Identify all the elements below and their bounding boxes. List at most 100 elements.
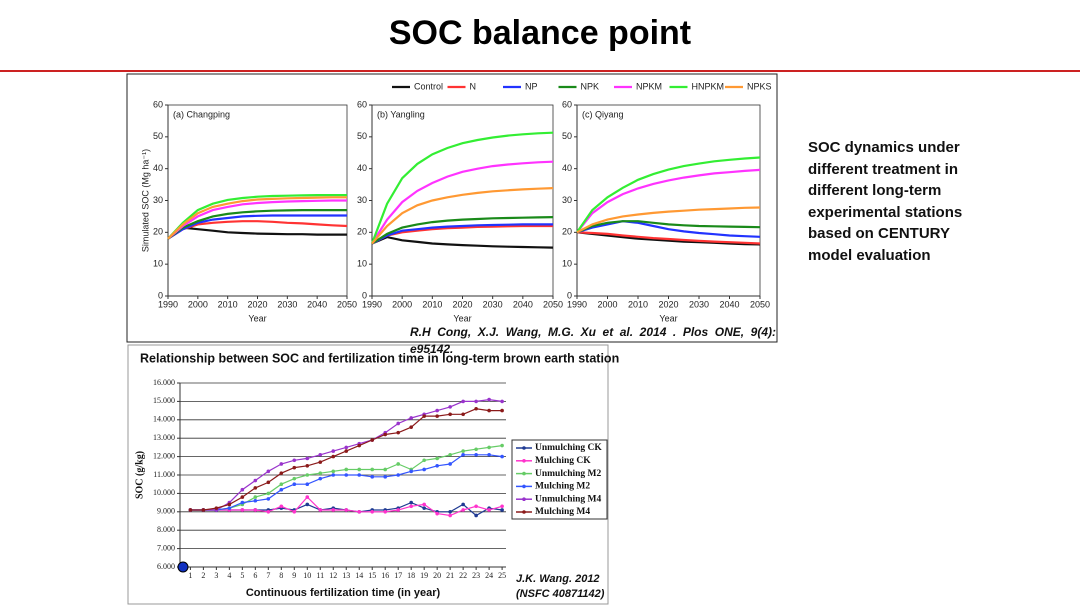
x-tick-label: 22 — [459, 571, 467, 580]
x-tick-label: 2050 — [543, 299, 563, 309]
legend-label: Unmulching M4 — [535, 494, 601, 504]
series-line — [371, 160, 554, 245]
chart-title: Relationship between SOC and fertilizati… — [140, 351, 619, 365]
series-marker — [357, 473, 362, 477]
series-marker — [331, 473, 336, 477]
x-tick-label: 2050 — [750, 299, 770, 309]
series-marker — [396, 508, 400, 512]
y-tick-label: 9.000 — [157, 507, 175, 516]
series-marker — [370, 438, 375, 442]
x-tick-label: 2010 — [422, 299, 442, 309]
series-marker — [318, 508, 323, 512]
x-tick-label: 10 — [303, 571, 311, 580]
y-tick-label: 15.000 — [153, 396, 175, 405]
series-line — [370, 131, 554, 244]
x-tick-label: 4 — [227, 571, 231, 580]
x-tick-label: 14 — [355, 571, 363, 580]
y-tick-label: 16.000 — [153, 378, 175, 387]
plot-frame — [576, 104, 761, 297]
x-tick-label: 8 — [279, 571, 283, 580]
series-line — [371, 224, 553, 245]
y-tick-label: 50 — [357, 131, 367, 141]
y-tick-label: 0 — [158, 290, 163, 300]
series-marker — [474, 504, 478, 509]
y-tick-label: 11.000 — [153, 470, 175, 479]
legend-label: N — [470, 81, 477, 91]
x-tick-label: 2020 — [658, 299, 678, 309]
series-marker — [305, 464, 310, 468]
plot-frame — [371, 104, 554, 297]
series-marker — [422, 467, 426, 472]
x-tick-label: 2 — [201, 571, 205, 580]
x-tick-label: 2040 — [719, 299, 739, 309]
y-tick-label: 8.000 — [157, 525, 175, 534]
series-marker — [422, 506, 426, 510]
x-tick-label: 3 — [214, 571, 218, 580]
y-tick-label: 30 — [153, 195, 163, 205]
series-marker — [344, 508, 349, 512]
y-tick-label: 60 — [562, 99, 572, 109]
series-marker — [474, 513, 478, 518]
x-tick-label: 1990 — [567, 299, 587, 309]
series-marker — [266, 469, 271, 474]
series-line — [371, 187, 554, 245]
series-marker — [188, 508, 193, 512]
origin-dot — [177, 561, 189, 573]
x-tick-label: 7 — [266, 571, 270, 580]
series-marker — [422, 414, 426, 418]
series-marker — [201, 508, 206, 512]
x-tick-label: 2030 — [689, 299, 709, 309]
y-tick-label: 40 — [357, 163, 367, 173]
x-tick-label: 6 — [253, 571, 257, 580]
legend-label: Mulching M2 — [535, 482, 590, 492]
y-axis-label: SOC (g/kg) — [134, 451, 145, 499]
x-tick-label: 2020 — [452, 299, 472, 309]
series-line — [371, 216, 554, 245]
x-tick-label: 24 — [485, 571, 493, 580]
y-tick-label: 50 — [153, 131, 163, 141]
series-marker — [344, 445, 349, 450]
series-marker — [318, 476, 323, 481]
series-marker — [448, 510, 452, 514]
x-tick-label: 21 — [446, 571, 454, 580]
series-marker — [474, 399, 478, 404]
x-tick-label: 11 — [316, 571, 324, 580]
y-tick-label: 20 — [153, 227, 163, 237]
y-tick-label: 50 — [562, 131, 572, 141]
legend-swatch-marker — [522, 446, 526, 450]
series-marker — [370, 510, 375, 514]
series-marker — [279, 471, 284, 475]
legend-swatch-marker — [522, 471, 526, 476]
series-marker — [253, 478, 258, 483]
series-marker — [435, 414, 439, 418]
series-marker — [318, 460, 323, 464]
legend-swatch-marker — [522, 510, 526, 514]
legend-label: Unmulching M2 — [535, 469, 601, 479]
series-line — [167, 194, 347, 240]
y-tick-label: 60 — [153, 99, 163, 109]
series-marker — [474, 447, 478, 452]
series-marker — [461, 399, 465, 404]
citation-line: (NSFC 40871142) — [516, 588, 605, 600]
series-marker — [227, 502, 232, 507]
x-tick-label: 23 — [472, 571, 480, 580]
x-tick-label: 2020 — [247, 299, 267, 309]
series-line — [576, 231, 761, 245]
x-axis-label: Year — [659, 313, 677, 323]
series-marker — [461, 449, 465, 453]
y-tick-label: 10.000 — [153, 488, 175, 497]
y-tick-label: 13.000 — [153, 433, 175, 442]
series-marker — [500, 504, 504, 509]
series-marker — [279, 462, 284, 466]
series-marker — [240, 487, 245, 492]
series-marker — [487, 408, 491, 413]
series-marker — [292, 465, 297, 470]
legend-label: NP — [525, 81, 538, 91]
y-tick-label: 0 — [567, 290, 572, 300]
series-marker — [422, 502, 426, 507]
series-marker — [292, 510, 297, 514]
series-marker — [487, 397, 491, 402]
y-tick-label: 60 — [357, 99, 367, 109]
